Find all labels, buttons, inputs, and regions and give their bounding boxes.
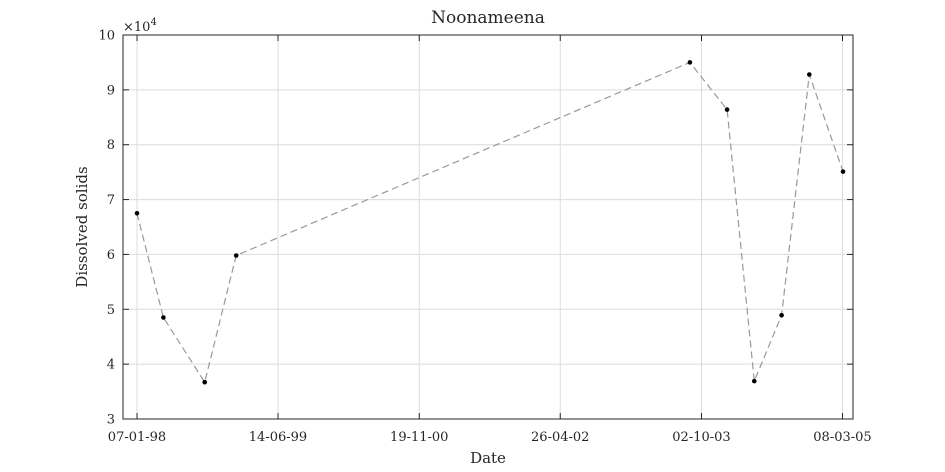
data-point-9 — [840, 169, 846, 174]
data-point-7 — [779, 313, 784, 318]
y-tick-label-0: 3 — [107, 413, 115, 428]
data-point-3 — [233, 253, 239, 258]
data-point-2 — [202, 379, 207, 385]
x-tick-label-3: 26-04-02 — [531, 430, 589, 445]
chart-title: Noonameena — [431, 8, 545, 28]
x-axis-label: Date — [470, 449, 506, 467]
y-tick-label-1: 4 — [107, 358, 115, 373]
data-point-8 — [807, 72, 812, 77]
data-point-4 — [687, 60, 693, 65]
y-axis-label: Dissolved solids — [73, 166, 91, 287]
y-tick-label-3: 6 — [107, 248, 115, 263]
data-point-6 — [752, 378, 757, 384]
y-tick-label-5: 8 — [107, 138, 115, 153]
x-tick-label-4: 02-10-03 — [672, 430, 730, 445]
x-tick-label-1: 14-06-99 — [249, 430, 307, 445]
y-tick-label-2: 5 — [107, 303, 115, 318]
y-tick-label-6: 9 — [107, 83, 115, 98]
data-point-1 — [161, 315, 166, 320]
x-tick-label-0: 07-01-98 — [108, 430, 166, 445]
plot-area — [123, 35, 853, 419]
y-tick-label-4: 7 — [107, 193, 115, 208]
x-tick-label-5: 08-03-05 — [813, 430, 871, 445]
y-exponent-power: 4 — [150, 17, 156, 28]
series-layer — [134, 60, 846, 385]
data-point-0 — [134, 211, 140, 216]
y-exponent-base: ×10 — [123, 20, 150, 35]
y-tick-label-7: 10 — [98, 29, 115, 44]
axis-ticks — [123, 34, 853, 420]
plot-frame — [122, 34, 854, 420]
x-tick-label-2: 19-11-00 — [390, 430, 448, 445]
tick-labels: 07-01-98 14-06-99 19-11-00 26-04-02 02-10-03… — [98, 29, 871, 446]
data-point-5 — [724, 107, 730, 112]
y-axis-exponent: ×104 — [123, 17, 157, 35]
series-line-0 — [136, 61, 844, 384]
